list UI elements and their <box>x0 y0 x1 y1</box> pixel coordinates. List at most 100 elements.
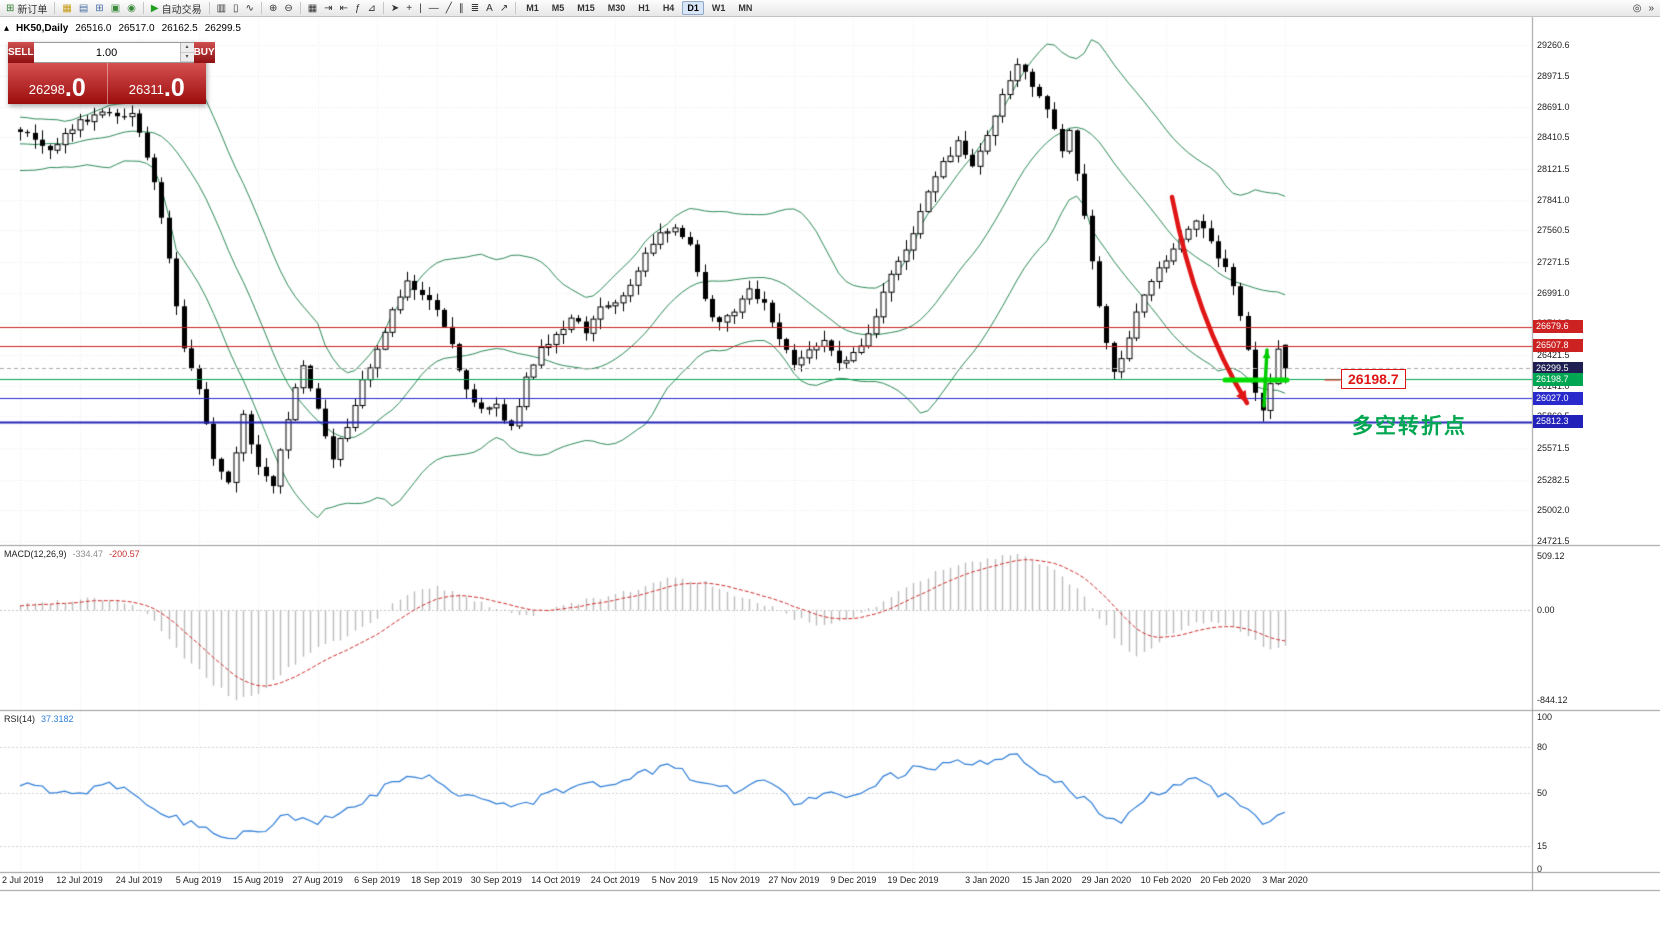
navigator-icon[interactable]: ⊞ <box>92 1 106 16</box>
price-axis-label: 28971.5 <box>1537 71 1570 82</box>
new-order-label: 新订单 <box>17 4 48 16</box>
price-axis-label: 28410.5 <box>1537 132 1570 143</box>
auto-scroll-icon[interactable]: ⇥ <box>321 1 335 16</box>
buy-button[interactable]: BUY <box>193 42 215 63</box>
time-axis-label: 19 Dec 2019 <box>887 875 939 885</box>
macd-main-value: -334.47 <box>72 549 104 559</box>
volume-input[interactable] <box>33 43 180 62</box>
rsi-axis-label: 15 <box>1537 841 1548 852</box>
search-icon[interactable]: ◎ <box>1630 1 1645 16</box>
text-label-icon[interactable]: A <box>483 1 496 16</box>
sell-price-int: 26298 <box>28 82 65 97</box>
tile-windows-icon: ▦ <box>307 2 318 14</box>
timeframe-m1[interactable]: M1 <box>526 3 539 13</box>
data-window-icon[interactable]: ▤ <box>76 1 91 16</box>
indicators-icon[interactable]: ƒ <box>352 1 364 16</box>
strategy-tester-icon: ◉ <box>127 2 136 14</box>
crosshair-icon: + <box>406 2 413 14</box>
vertical-line-icon[interactable]: | <box>416 1 425 16</box>
time-axis-label: 10 Feb 2020 <box>1140 875 1192 885</box>
price-axis-label: 29260.6 <box>1537 39 1570 50</box>
timeframe-h1[interactable]: H1 <box>638 3 650 13</box>
strategy-tester-icon[interactable]: ◉ <box>124 1 139 16</box>
zoom-in-icon: ⊕ <box>268 2 278 14</box>
fibonacci-icon[interactable]: ≣ <box>468 1 482 16</box>
volume-increase-button[interactable]: ▴ <box>180 43 194 53</box>
time-axis-label: 27 Aug 2019 <box>292 875 343 885</box>
autotrade-button[interactable]: ▶ 自动交易 <box>148 1 205 16</box>
market-watch-icon[interactable]: ▦ <box>59 1 74 16</box>
arrow-object-icon[interactable]: ↗ <box>497 1 511 16</box>
toolbar-separator <box>208 2 210 14</box>
line-chart-icon[interactable]: ∿ <box>243 1 257 16</box>
search-icon: ◎ <box>1632 2 1642 14</box>
objects-list-icon[interactable]: ⊿ <box>365 1 379 16</box>
candlestick-chart-icon[interactable]: ▯ <box>230 1 242 16</box>
channel-icon[interactable]: ∥ <box>456 1 467 16</box>
price-axis-label: 28691.0 <box>1537 101 1570 112</box>
price-callout-label[interactable]: 26198.7 <box>1341 369 1406 389</box>
ohlc-close: 26299.5 <box>204 23 241 34</box>
cursor-icon[interactable]: ➤ <box>388 1 402 16</box>
timeframe-d1[interactable]: D1 <box>682 1 704 15</box>
timeframe-w1[interactable]: W1 <box>711 3 726 13</box>
price-tag: 26679.6 <box>1533 320 1583 334</box>
buy-price-display[interactable]: 26311 .0 <box>108 63 207 104</box>
tile-windows-icon[interactable]: ▦ <box>305 1 320 16</box>
rsi-header: RSI(14) 37.3182 <box>4 714 74 724</box>
time-axis-label: 9 Dec 2019 <box>830 875 877 885</box>
bar-chart-icon[interactable]: ▥ <box>214 1 229 16</box>
time-axis-label: 5 Nov 2019 <box>651 875 698 885</box>
zoom-in-icon[interactable]: ⊕ <box>266 1 280 16</box>
price-axis-label: 27560.5 <box>1537 225 1570 236</box>
new-order-button[interactable]: ⊞ 新订单 <box>3 1 50 16</box>
macd-header: MACD(12,26,9) -334.47 -200.57 <box>4 549 140 559</box>
crosshair-icon[interactable]: + <box>403 1 415 16</box>
timeframe-mn[interactable]: MN <box>738 3 753 13</box>
time-axis-label: 5 Aug 2019 <box>175 875 222 885</box>
time-axis-label: 15 Aug 2019 <box>232 875 284 885</box>
time-axis-label: 18 Sep 2019 <box>411 875 463 885</box>
time-axis-label: 29 Jan 2020 <box>1081 875 1132 885</box>
time-axis-label: 15 Jan 2020 <box>1022 875 1072 885</box>
price-axis-label: 27841.0 <box>1537 194 1570 205</box>
price-axis-label: 24721.5 <box>1537 536 1570 546</box>
sell-button[interactable]: SELL <box>8 42 34 63</box>
line-chart-icon: ∿ <box>245 2 254 14</box>
indicators-icon: ƒ <box>354 2 361 14</box>
chart-shift-icon: ⇤ <box>339 2 348 14</box>
navigator-icon: ⊞ <box>95 2 104 14</box>
price-tag: 25812.3 <box>1533 415 1583 429</box>
price-tag: 26507.8 <box>1533 339 1583 353</box>
toolbar-overflow-icon[interactable]: » <box>1645 1 1657 16</box>
time-axis-label: 6 Sep 2019 <box>354 875 401 885</box>
toolbar-separator <box>142 2 144 14</box>
price-tag: 26299.5 <box>1533 361 1583 375</box>
trendline-icon[interactable]: ╱ <box>443 1 455 16</box>
auto-scroll-icon: ⇥ <box>324 2 333 14</box>
timeframe-m5[interactable]: M5 <box>551 3 565 13</box>
time-axis-label: 27 Nov 2019 <box>768 875 820 885</box>
rsi-title: RSI(14) <box>4 714 36 724</box>
objects-list-icon: ⊿ <box>367 2 376 14</box>
timeframe-m30[interactable]: M30 <box>607 3 626 13</box>
sell-price-display[interactable]: 26298 .0 <box>8 63 108 104</box>
turning-point-text[interactable]: 多空转折点 <box>1352 415 1467 438</box>
timeframe-h4[interactable]: H4 <box>662 3 675 13</box>
chart-shift-icon[interactable]: ⇤ <box>337 1 351 16</box>
terminal-icon: ▣ <box>110 2 121 14</box>
trendline-icon: ╱ <box>445 2 452 14</box>
timeframe-m15[interactable]: M15 <box>577 3 595 13</box>
autotrade-play-icon: ▶ <box>150 2 159 14</box>
arrow-object-icon: ↗ <box>499 2 509 14</box>
time-axis-label: 30 Sep 2019 <box>470 875 522 885</box>
buy-price-int: 26311 <box>128 82 164 97</box>
zoom-out-icon[interactable]: ⊖ <box>281 1 295 16</box>
terminal-icon[interactable]: ▣ <box>108 1 123 16</box>
time-axis-label: 20 Feb 2020 <box>1200 875 1251 885</box>
volume-decrease-button[interactable]: ▾ <box>180 52 194 62</box>
horizontal-line-icon[interactable]: ― <box>426 1 442 16</box>
autotrade-label: 自动交易 <box>161 4 202 16</box>
